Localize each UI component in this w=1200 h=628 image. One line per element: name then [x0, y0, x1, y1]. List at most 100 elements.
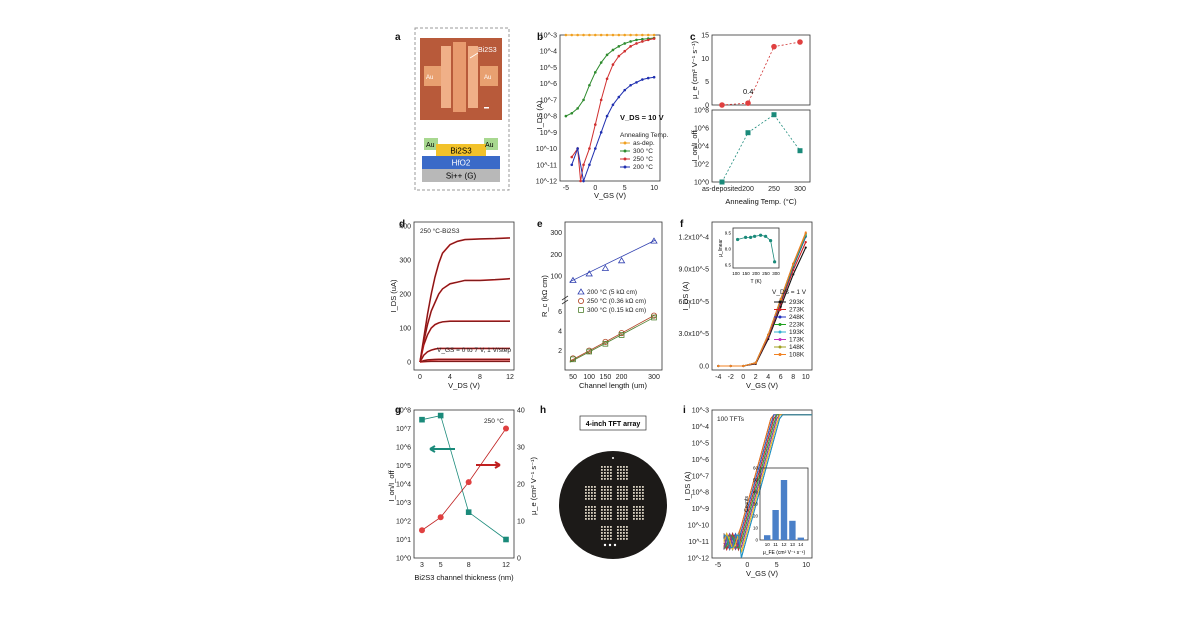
tft-device	[585, 492, 587, 494]
legend-marker	[778, 345, 782, 349]
inset-y-tick: 30	[753, 502, 759, 507]
tft-device	[607, 518, 609, 520]
tft-device	[617, 512, 619, 514]
data-point	[617, 95, 621, 99]
tft-device	[623, 518, 625, 520]
tft-device	[636, 512, 638, 514]
tft-device	[601, 518, 603, 520]
tft-device	[642, 506, 644, 508]
inset-x-tick: 11	[773, 542, 778, 547]
panel-f-annotation: V_DS = 1 V	[772, 289, 807, 296]
tft-device	[620, 529, 622, 531]
tft-device	[610, 526, 612, 528]
data-point-mobility	[745, 100, 751, 106]
tft-device	[639, 518, 641, 520]
y-tick-label: 4	[558, 329, 562, 336]
tft-device	[607, 495, 609, 497]
tft-device	[604, 478, 606, 480]
legend-entry: 250 °C (0.36 kΩ cm)	[587, 297, 646, 305]
tft-device	[588, 512, 590, 514]
tft-device	[604, 515, 606, 517]
panel-c-bottom-ylabel: I_on/I_off	[690, 130, 699, 162]
tft-device	[639, 506, 641, 508]
x-tick-label: 200	[742, 186, 754, 193]
tft-device	[617, 535, 619, 537]
tft-device	[620, 506, 622, 508]
wafer-mark	[612, 457, 614, 459]
tft-device	[626, 532, 628, 534]
tft-device	[588, 489, 590, 491]
data-point-mobility	[771, 43, 777, 50]
panel-g-left-ylabel: I_on/I_off	[387, 470, 396, 502]
data-point	[601, 264, 610, 271]
data-point	[804, 246, 807, 249]
tft-device	[601, 515, 603, 517]
inset-point	[736, 237, 740, 242]
data-point	[646, 76, 650, 80]
panel-a: a Bi2S3 Au Au Au Au Bi2S3 HfO2 Si++ (G)	[395, 27, 510, 191]
panel-b-xticks: -5 0 5 10	[563, 185, 658, 192]
tft-device	[617, 506, 619, 508]
y-tick-label: 200	[399, 292, 411, 299]
tft-device	[626, 486, 628, 488]
panel-e-series	[569, 237, 658, 363]
x-tick-label: 50	[569, 374, 577, 381]
data-point	[635, 81, 638, 84]
panel-f-inset-ylabel: μ_linear	[718, 239, 724, 257]
data-point	[599, 33, 603, 37]
tft-device	[639, 515, 641, 517]
data-point-onoff	[719, 179, 725, 185]
output-fit-3	[419, 321, 510, 363]
tft-device	[607, 532, 609, 534]
panel-c-ticks: 0 5 10 15 10^0 10^2 10^4 10^6 10^8 as-deposited 20…	[694, 33, 806, 194]
tft-device	[639, 512, 641, 514]
tft-device	[604, 509, 606, 511]
tft-device	[610, 498, 612, 500]
data-point-onoff	[771, 112, 777, 118]
panel-f-inset: 100 150 200 250 300 6.5 8.0 9.5	[725, 231, 781, 276]
au-pad-right	[480, 66, 498, 86]
tft-device	[636, 489, 638, 491]
bi2s3-pointer	[469, 52, 479, 59]
tft-device	[607, 469, 609, 471]
tft-device	[594, 515, 596, 517]
panel-c-annotation: 0.4	[743, 87, 753, 96]
tft-device	[623, 526, 625, 528]
mobility-point	[419, 527, 425, 534]
tft-device	[607, 486, 609, 488]
x-tick-label: 8	[467, 562, 471, 569]
tft-device	[620, 512, 622, 514]
data-point	[641, 37, 644, 41]
tft-device	[601, 532, 603, 534]
tft-device	[601, 492, 603, 494]
legend-marker	[578, 307, 584, 313]
data-point	[623, 42, 627, 45]
tft-device	[623, 506, 625, 508]
tft-device	[626, 489, 628, 491]
tft-device	[591, 498, 593, 500]
y-tick-label: 10^-8	[692, 490, 709, 497]
tft-device	[620, 498, 622, 500]
x-tick-label: 10	[650, 185, 658, 192]
x-tick-label: 300	[794, 186, 806, 193]
tft-device	[607, 538, 609, 540]
tft-device	[588, 506, 590, 508]
tft-device	[623, 489, 625, 491]
data-point	[767, 333, 770, 336]
tft-device	[610, 512, 612, 514]
tft-device	[617, 518, 619, 520]
y-tick-label: 10^-6	[540, 81, 557, 88]
series-line-1	[565, 37, 655, 117]
stack-au-right	[484, 138, 498, 150]
tft-device	[617, 478, 619, 480]
axis-break-mark	[561, 295, 569, 301]
x-tick-label: -5	[563, 185, 569, 192]
legend-marker	[577, 288, 585, 295]
data-point	[617, 33, 621, 37]
panel-c-top-axes	[711, 34, 811, 106]
data-point	[717, 364, 720, 368]
tft-device	[623, 538, 625, 540]
panel-b: b 10^-310^-410^-510^-610^-710^-810^-910^…	[535, 32, 668, 200]
tft-device	[610, 506, 612, 508]
